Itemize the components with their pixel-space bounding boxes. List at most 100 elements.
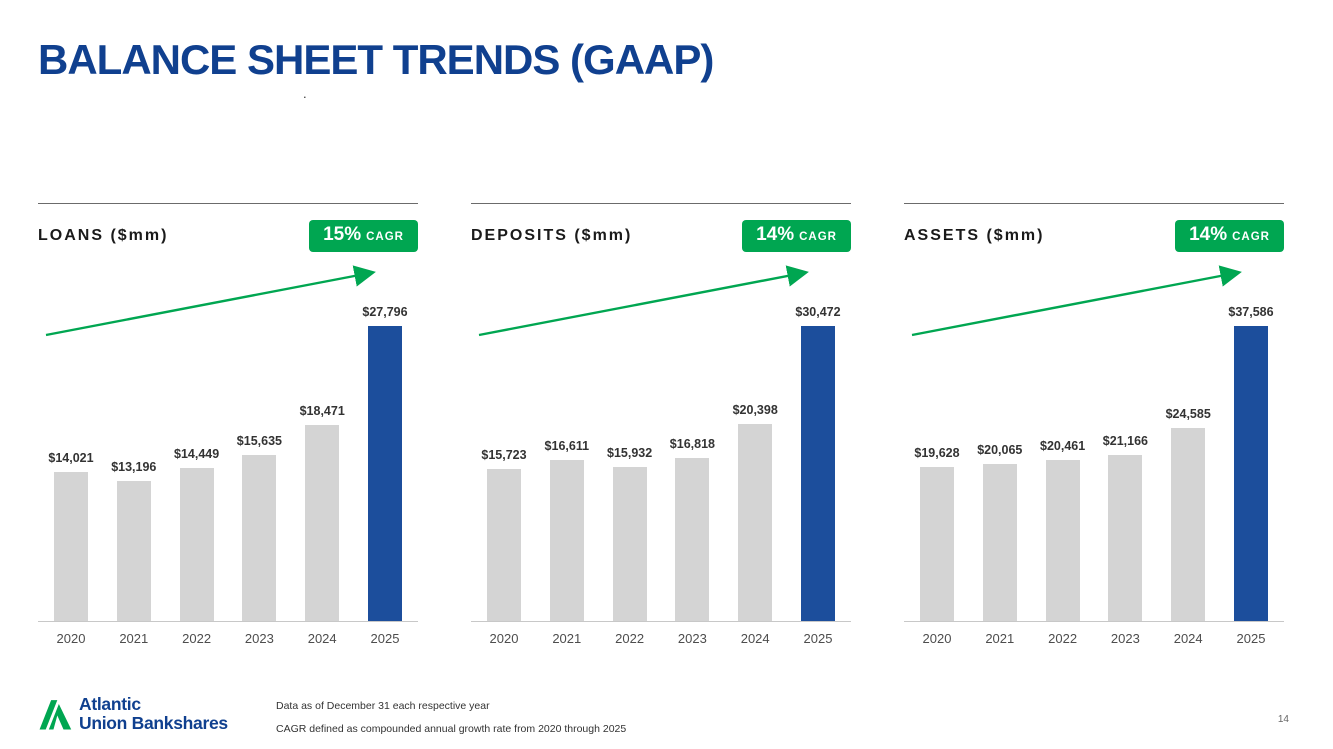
x-axis-label: 2025 [803,631,833,646]
bar-value-label: $13,196 [111,460,157,474]
x-axis-label: 2024 [1173,631,1203,646]
cagr-label: CAGR [366,231,404,243]
bar-value-label: $20,461 [1040,439,1086,453]
trend-arrow-icon [478,265,809,337]
logo-text: Atlantic Union Bankshares [79,695,228,733]
chart-header: DEPOSITS ($mm) 14% CAGR [471,217,851,255]
page-title: BALANCE SHEET TRENDS (GAAP) [38,36,714,83]
chart-loans: LOANS ($mm) 15% CAGR $14,021 $13,196 $14,4… [38,203,418,646]
x-axis-label: 2021 [119,631,149,646]
cagr-percent: 15% [323,224,362,245]
atlantic-union-logo-icon [39,700,72,730]
bar-column: $15,723 [481,448,527,621]
bar-column: $27,796 [362,305,408,621]
x-axis-label: 2020 [56,631,86,646]
bar-value-label: $16,611 [544,439,590,453]
bar [116,481,151,621]
bar [738,424,773,621]
chart-title: LOANS ($mm) [38,227,169,244]
bar-value-label: $37,586 [1228,305,1274,319]
bar-value-label: $18,471 [299,404,345,418]
company-logo: Atlantic Union Bankshares [38,695,228,733]
logo-line1: Atlantic [79,694,141,715]
cagr-badge: 14% CAGR [742,220,851,252]
chart-header: LOANS ($mm) 15% CAGR [38,217,418,255]
bar-column: $21,166 [1102,434,1148,621]
bar [1171,428,1206,621]
x-axis: 2020 2021 2022 2023 2024 2025 [471,621,851,646]
bar-value-label: $19,628 [914,446,960,460]
x-axis-label: 2024 [307,631,337,646]
bar-column: $20,461 [1040,439,1086,621]
trend-arrow-icon [911,265,1242,337]
x-axis-label: 2023 [244,631,274,646]
x-axis-label: 2022 [1048,631,1078,646]
bar [612,467,647,621]
bar [242,455,277,621]
bars-container: $15,723 $16,611 $15,932 $16,818 $20,398 $30,4… [471,305,851,621]
bar-column: $37,586 [1228,305,1274,621]
x-axis: 2020 2021 2022 2023 2024 2025 [904,621,1284,646]
page-number: 14 [1277,714,1289,725]
x-axis-label: 2021 [985,631,1015,646]
chart-divider-line [904,203,1284,204]
chart-divider-line [38,203,418,204]
bar-column: $14,449 [174,447,220,621]
footnote-2: CAGR defined as compounded annual growth… [276,723,627,735]
x-axis-label: 2024 [740,631,770,646]
bar-value-label: $24,585 [1165,407,1211,421]
bar-value-label: $27,796 [362,305,408,319]
bar-column: $13,196 [111,460,157,621]
bar-value-label: $21,166 [1102,434,1148,448]
bar [305,425,340,621]
bar-value-label: $15,723 [481,448,527,462]
charts-row: LOANS ($mm) 15% CAGR $14,021 $13,196 $14,4… [38,203,1284,646]
bar-value-label: $14,449 [174,447,220,461]
bars-container: $19,628 $20,065 $20,461 $21,166 $24,585 $37,5… [904,305,1284,621]
bar [1108,455,1143,621]
bar-chart-plot: $15,723 $16,611 $15,932 $16,818 $20,398 $30,4… [471,263,851,621]
logo-line2: Union Bankshares [79,713,228,734]
highlight-bar [800,326,835,621]
x-axis-label: 2022 [182,631,212,646]
bar-value-label: $16,818 [669,437,715,451]
bar-chart-plot: $14,021 $13,196 $14,449 $15,635 $18,471 $27,7… [38,263,418,621]
bar-column: $24,585 [1165,407,1211,621]
cagr-badge: 14% CAGR [1175,220,1284,252]
bar-column: $30,472 [795,305,841,621]
x-axis-label: 2023 [1110,631,1140,646]
bar [1045,460,1080,621]
x-axis-label: 2025 [1236,631,1266,646]
chart-assets: ASSETS ($mm) 14% CAGR $19,628 $20,065 $20,… [904,203,1284,646]
highlight-bar [367,326,402,621]
bar-column: $16,818 [669,437,715,621]
chart-deposits: DEPOSITS ($mm) 14% CAGR $15,723 $16,611 $1… [471,203,851,646]
bar [487,469,521,621]
cagr-percent: 14% [1189,224,1228,245]
x-axis-label: 2022 [615,631,645,646]
bar [179,468,214,621]
bar-value-label: $14,021 [48,451,94,465]
chart-title: DEPOSITS ($mm) [471,227,633,244]
bar-chart-plot: $19,628 $20,065 $20,461 $21,166 $24,585 $37,5… [904,263,1284,621]
x-axis-label: 2025 [370,631,400,646]
bar-value-label: $30,472 [795,305,841,319]
x-axis-label: 2021 [552,631,582,646]
cagr-label: CAGR [799,231,837,243]
bar [675,458,710,621]
bar-value-label: $15,932 [607,446,653,460]
chart-divider-line [471,203,851,204]
bars-container: $14,021 $13,196 $14,449 $15,635 $18,471 $27,7… [38,305,418,621]
footnote-1: Data as of December 31 each respective y… [276,700,490,712]
bar-column: $20,065 [977,443,1023,621]
bar-column: $18,471 [299,404,345,621]
stray-dot: . [303,86,307,101]
cagr-percent: 14% [756,224,795,245]
bar-column: $20,398 [732,403,778,621]
x-axis-label: 2020 [922,631,952,646]
bar-value-label: $20,065 [977,443,1023,457]
bar-column: $16,611 [544,439,590,621]
x-axis: 2020 2021 2022 2023 2024 2025 [38,621,418,646]
cagr-label: CAGR [1232,231,1270,243]
bar [920,467,954,621]
